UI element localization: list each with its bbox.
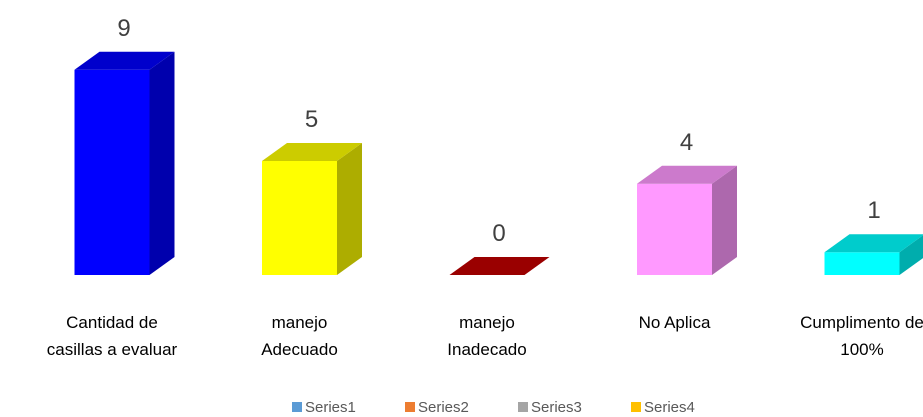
bar — [74, 51, 175, 275]
bar-top — [824, 234, 923, 253]
bar-top — [637, 165, 737, 184]
bar-front — [637, 183, 712, 275]
legend-swatch — [292, 402, 302, 412]
value-label: 9 — [117, 15, 130, 42]
bar-top — [449, 257, 550, 275]
x-tick-label: manejo Adecuado — [261, 313, 338, 359]
bar-top — [74, 51, 175, 70]
x-tick-label: Cantidad de casillas a evaluar — [46, 313, 178, 359]
bar-front — [74, 69, 150, 275]
value-label: 5 — [305, 106, 318, 133]
bar-side — [899, 235, 923, 275]
legend-label: Series3 — [531, 399, 582, 416]
x-tick-label: manejo Inadecado — [447, 313, 527, 359]
bar-side — [149, 51, 175, 275]
bar-side — [712, 165, 737, 275]
legend-swatch — [518, 402, 528, 412]
bar — [262, 143, 362, 275]
bar — [449, 257, 550, 275]
bar-top — [262, 143, 362, 161]
value-label: 1 — [867, 197, 880, 224]
legend-swatch — [405, 402, 415, 412]
bar — [824, 234, 923, 275]
value-label: 0 — [492, 220, 505, 247]
bar-side — [337, 143, 362, 275]
legend-label: Series2 — [418, 399, 469, 416]
value-label: 4 — [680, 129, 693, 156]
x-tick-label: No Aplica — [638, 313, 711, 332]
bar-front — [824, 252, 900, 275]
bar-front — [262, 161, 337, 275]
legend-label: Series1 — [305, 399, 356, 416]
bar — [637, 165, 737, 275]
x-tick-label: Cumplimento de 100% — [800, 313, 923, 359]
legend-label: Series4 — [644, 399, 695, 416]
legend-swatch — [631, 402, 641, 412]
